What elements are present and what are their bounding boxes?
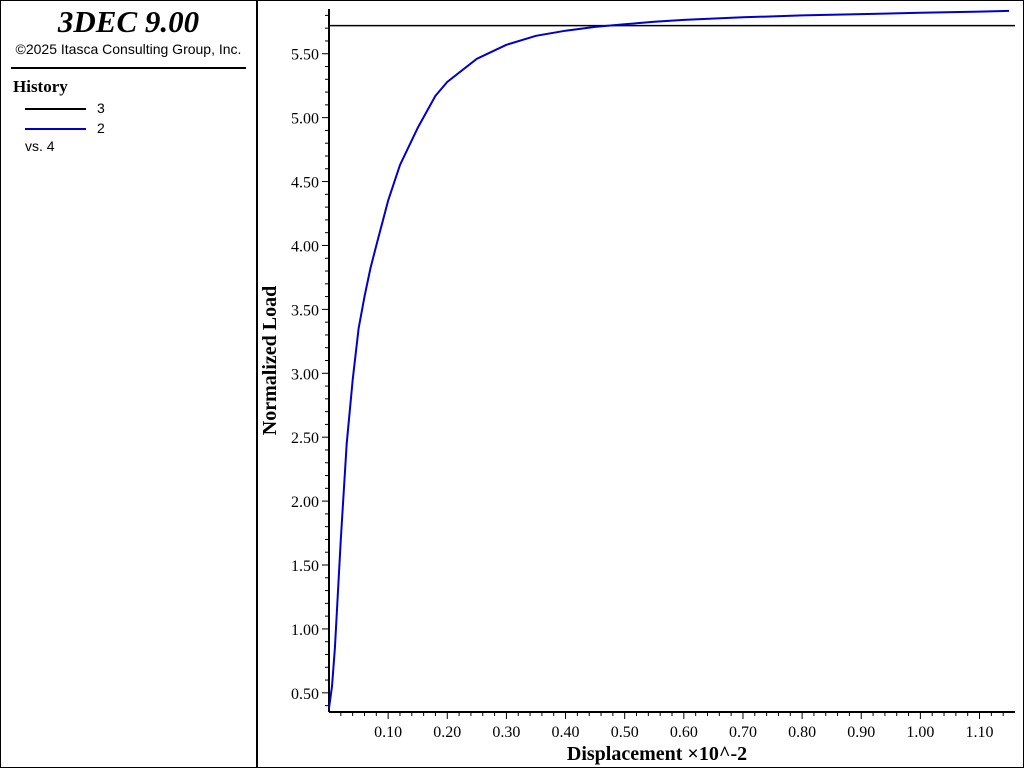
y-tick-label: 3.50	[291, 302, 319, 319]
y-axis-title: Normalized Load	[259, 286, 281, 435]
y-tick-label: 4.50	[291, 175, 319, 192]
y-tick-label: 1.00	[291, 622, 319, 639]
x-tick-label: 0.70	[729, 724, 757, 741]
x-tick-label: 0.30	[492, 724, 520, 741]
y-tick-label: 1.50	[291, 558, 319, 575]
legend-swatch-line	[25, 108, 86, 110]
legend-item-label: 3	[97, 100, 105, 116]
legend-swatch-line	[25, 128, 86, 130]
x-tick-label: 1.00	[906, 724, 934, 741]
y-tick-label: 2.50	[291, 430, 319, 447]
history-plot: 0.50 1.00 1.50 2.00 2.50 3.00 3.50 4.00 4.50 5.00…	[259, 9, 1015, 765]
legend-item-history-2: 2	[25, 119, 225, 137]
title-divider	[11, 67, 246, 69]
y-tick-label: 4.00	[291, 238, 319, 255]
x-tick-label: 1.10	[966, 724, 994, 741]
y-tick-label: 5.50	[291, 47, 319, 64]
legend-item-label: 2	[97, 120, 105, 136]
y-tick-label: 5.00	[291, 111, 319, 128]
legend-item-history-3: 3	[25, 99, 225, 117]
y-tick-label: 0.50	[291, 686, 319, 703]
x-axis: 0.10 0.20 0.30 0.40 0.50 0.60 0.70 0.80 0.90 1.00…	[329, 711, 1015, 741]
app-title: 3DEC 9.00	[57, 4, 200, 39]
x-tick-label: 0.40	[552, 724, 580, 741]
legend-heading: History	[13, 77, 68, 96]
y-tick-label: 3.00	[291, 366, 319, 383]
copyright-notice: ©2025 Itasca Consulting Group, Inc.	[15, 41, 242, 57]
x-tick-label: 0.20	[433, 724, 461, 741]
x-tick-label: 0.50	[611, 724, 639, 741]
x-tick-label: 0.80	[788, 724, 816, 741]
series-layer	[328, 9, 1015, 709]
x-tick-label: 0.90	[847, 724, 875, 741]
y-axis: 0.50 1.00 1.50 2.00 2.50 3.00 3.50 4.00 4.50 5.00…	[291, 9, 330, 712]
legend-panel: 3DEC 9.00 ©2025 Itasca Consulting Group,…	[1, 1, 258, 767]
y-tick-label: 2.00	[291, 494, 319, 511]
series-line-2	[328, 9, 1010, 709]
x-variable-label: vs. 4	[25, 138, 55, 154]
x-axis-title: Displacement ×10^-2	[567, 743, 747, 765]
x-tick-label: 0.10	[374, 724, 402, 741]
x-tick-label: 0.60	[670, 724, 698, 741]
